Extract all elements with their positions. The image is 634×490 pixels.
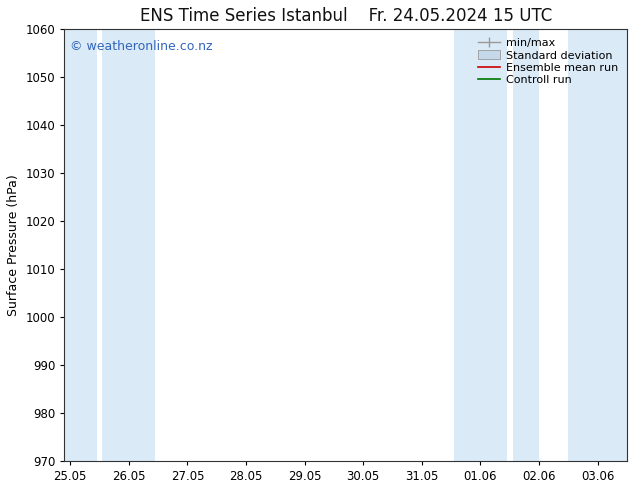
Bar: [569, 29, 627, 461]
Y-axis label: Surface Pressure (hPa): Surface Pressure (hPa): [7, 174, 20, 316]
Legend: min/max, Standard deviation, Ensemble mean run, Controll run: min/max, Standard deviation, Ensemble me…: [475, 35, 621, 89]
Bar: [102, 29, 155, 461]
Bar: [513, 29, 539, 461]
Title: ENS Time Series Istanbul    Fr. 24.05.2024 15 UTC: ENS Time Series Istanbul Fr. 24.05.2024 …: [139, 7, 552, 25]
Text: © weatheronline.co.nz: © weatheronline.co.nz: [70, 40, 212, 53]
Bar: [454, 29, 507, 461]
Bar: [64, 29, 96, 461]
